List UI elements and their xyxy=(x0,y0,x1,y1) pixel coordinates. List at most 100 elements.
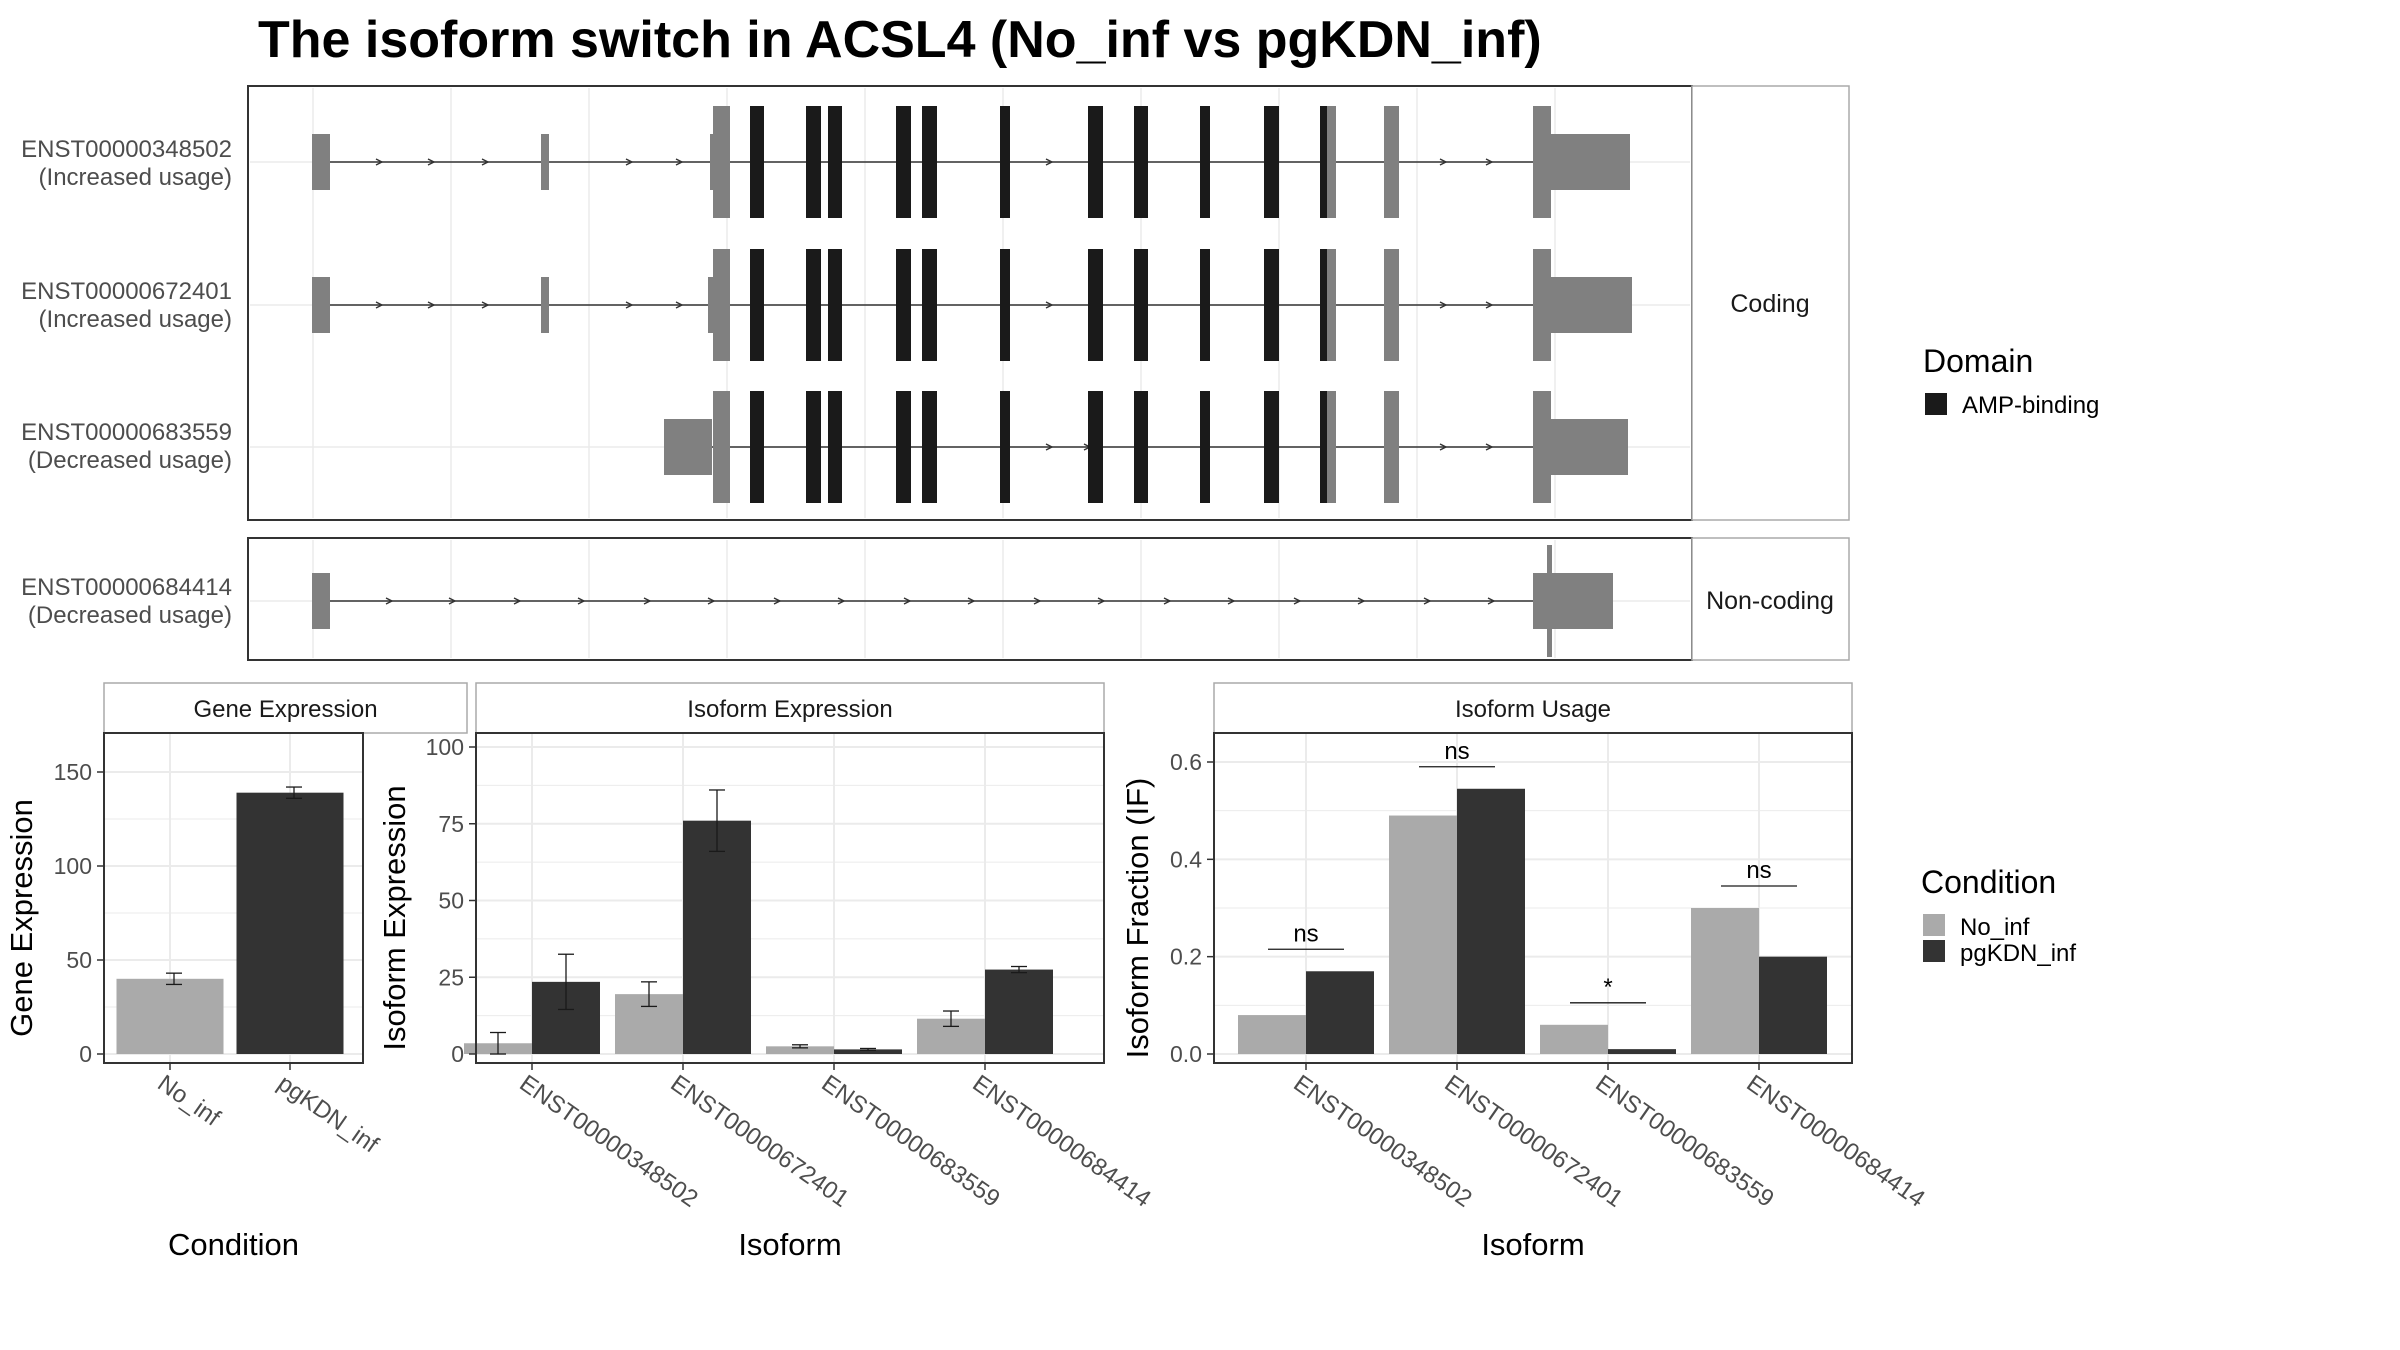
domain-exon xyxy=(1134,106,1148,218)
domain-exon xyxy=(922,106,937,218)
strand-arrow xyxy=(1097,597,1106,605)
y-tick-label: 100 xyxy=(426,734,464,760)
cds-exon xyxy=(1327,106,1336,218)
domain-legend-key xyxy=(1925,393,1947,415)
bar xyxy=(1759,956,1827,1054)
strand-arrow xyxy=(481,301,490,309)
strand-arrow xyxy=(1423,597,1432,605)
cds-exon xyxy=(713,106,730,218)
strand-arrow xyxy=(1439,443,1448,451)
strand-arrow xyxy=(1227,597,1236,605)
isoform-1-usage: (Increased usage) xyxy=(39,164,232,191)
strand-arrow xyxy=(427,158,436,166)
y-tick-label: 0 xyxy=(451,1041,464,1067)
utr-block xyxy=(312,277,330,333)
domain-exon xyxy=(896,106,911,218)
strand-arrow xyxy=(1293,597,1302,605)
panel-strip-label: Gene Expression xyxy=(193,696,377,723)
strand-arrow xyxy=(675,158,684,166)
domain-legend-title: Domain xyxy=(1923,343,2033,379)
domain-exon xyxy=(806,106,821,218)
y-tick-label: 0 xyxy=(79,1041,92,1067)
domain-exon xyxy=(750,391,764,503)
domain-exon xyxy=(922,249,937,361)
panel-strip xyxy=(1213,682,1853,734)
domain-exon xyxy=(828,249,842,361)
condition-legend: Condition No_inf pgKDN_inf xyxy=(1921,864,2076,967)
strand-arrow xyxy=(1045,301,1054,309)
bar xyxy=(1389,815,1457,1054)
utr-block xyxy=(664,419,712,475)
cds-exon xyxy=(713,391,730,503)
y-axis-label: Isoform Expression xyxy=(377,785,412,1050)
domain-exon xyxy=(1264,249,1279,361)
domain-exon xyxy=(1264,106,1279,218)
domain-exon xyxy=(896,391,911,503)
domain-exon xyxy=(896,249,911,361)
condition-legend-label-no-inf: No_inf xyxy=(1960,914,2030,941)
domain-exon xyxy=(806,391,821,503)
domain-exon xyxy=(1134,391,1148,503)
transcript-track-3 xyxy=(664,391,1628,503)
condition-legend-title: Condition xyxy=(1921,864,2056,900)
strand-arrow xyxy=(707,597,716,605)
exon-block xyxy=(312,573,330,629)
significance-label: ns xyxy=(1444,738,1469,765)
coding-strip-label: Coding xyxy=(1730,290,1809,318)
transcript-track-4 xyxy=(312,545,1613,657)
bar xyxy=(1608,1049,1676,1054)
bar-chart-panels: Gene Expression 0 50 100 150 No_inf pgKDN_inf C… xyxy=(4,682,1930,1262)
domain-exon xyxy=(1320,391,1327,503)
panel-strip xyxy=(475,682,1105,734)
strand-arrow xyxy=(375,158,384,166)
condition-legend-key-pgkdn-inf xyxy=(1923,940,1945,962)
transcript-tracks xyxy=(312,106,1632,657)
strand-arrow xyxy=(513,597,522,605)
x-axis-label: Isoform xyxy=(1481,1227,1584,1262)
domain-exon xyxy=(1264,391,1279,503)
domain-legend-label: AMP-binding xyxy=(1962,392,2099,419)
isoform-3-id: ENST00000683559 xyxy=(21,419,232,446)
domain-exon xyxy=(1088,249,1103,361)
panel-strip xyxy=(103,682,468,734)
strand-arrow xyxy=(375,301,384,309)
x-tick-label: pgKDN_inf xyxy=(273,1070,384,1159)
domain-legend: Domain AMP-binding xyxy=(1923,343,2099,419)
domain-exon xyxy=(828,106,842,218)
domain-exon xyxy=(1320,106,1327,218)
strand-arrow xyxy=(625,158,634,166)
bar xyxy=(236,792,344,1054)
strand-arrow xyxy=(1439,301,1448,309)
domain-exon xyxy=(1000,391,1010,503)
y-axis-label: Isoform Fraction (IF) xyxy=(1120,778,1155,1059)
y-tick-label: 0.4 xyxy=(1170,846,1202,872)
cds-exon xyxy=(1327,391,1336,503)
y-tick-label: 100 xyxy=(54,853,92,879)
bar xyxy=(116,978,224,1054)
y-tick-label: 50 xyxy=(66,947,92,973)
condition-legend-label-pgkdn-inf: pgKDN_inf xyxy=(1960,940,2076,967)
domain-exon xyxy=(1200,249,1210,361)
figure-title: The isoform switch in ACSL4 (No_inf vs p… xyxy=(258,11,1542,69)
isoform-2-usage: (Increased usage) xyxy=(39,306,232,333)
strand-arrow xyxy=(773,597,782,605)
y-tick-label: 0.6 xyxy=(1170,749,1202,775)
cds-exon xyxy=(1327,249,1336,361)
bar xyxy=(985,969,1053,1054)
domain-exon xyxy=(750,249,764,361)
x-tick-label: No_inf xyxy=(153,1070,226,1132)
strand-arrow xyxy=(1045,443,1054,451)
bar xyxy=(834,1049,902,1054)
domain-exon xyxy=(750,106,764,218)
strand-arrow xyxy=(903,597,912,605)
noncoding-strip-label: Non-coding xyxy=(1706,587,1834,615)
isoform-3-usage: (Decreased usage) xyxy=(28,447,232,474)
strand-arrow xyxy=(1485,443,1494,451)
y-tick-label: 0.2 xyxy=(1170,944,1202,970)
bar xyxy=(683,820,751,1054)
y-tick-label: 50 xyxy=(438,888,464,914)
strand-arrow xyxy=(1485,158,1494,166)
domain-exon xyxy=(1000,106,1010,218)
strand-arrow xyxy=(967,597,976,605)
